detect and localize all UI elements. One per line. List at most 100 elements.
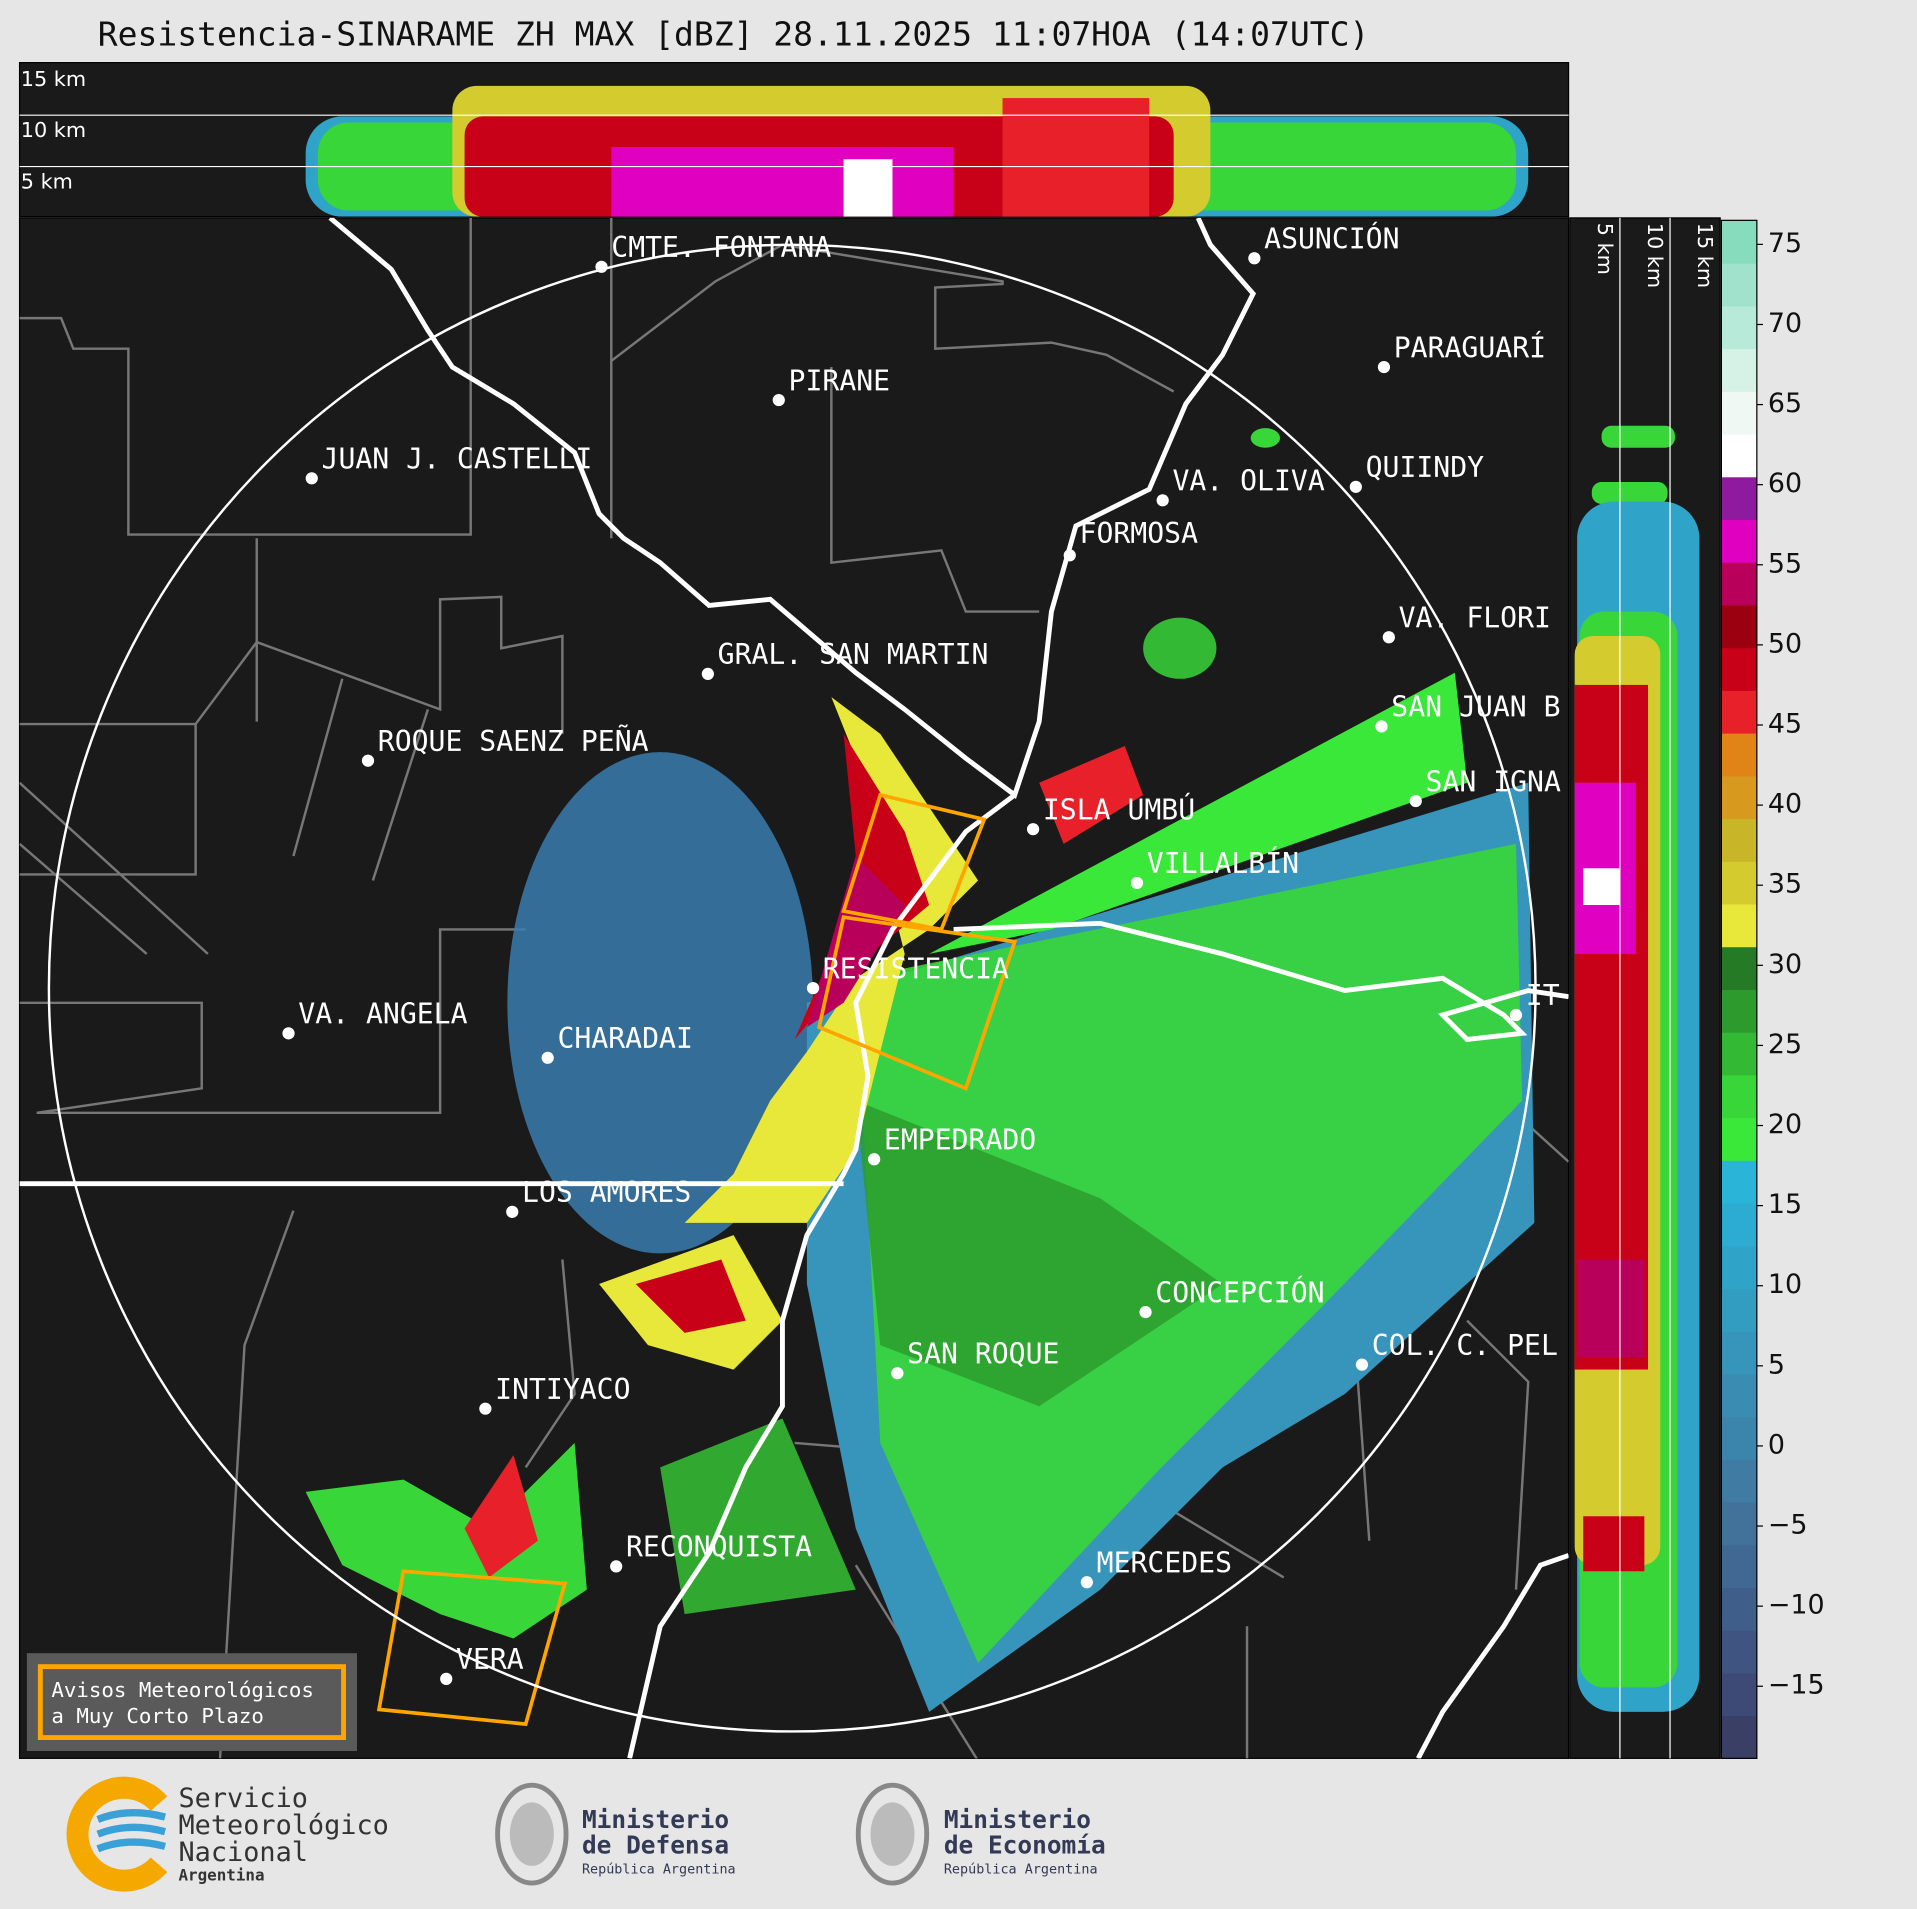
city-label: COL. C. PEL <box>1372 1329 1558 1362</box>
colorbar-tick-label: 75 <box>1768 228 1802 259</box>
right-echoes <box>1574 425 1700 1712</box>
km-label: 5 km <box>1593 223 1617 275</box>
city-label: CONCEPCIÓN <box>1155 1275 1324 1309</box>
colorbar-band <box>1721 989 1757 1033</box>
city-dot <box>595 260 608 273</box>
colorbar-band <box>1721 1459 1757 1503</box>
colorbar-tick-label: 15 <box>1768 1189 1802 1220</box>
colorbar-band <box>1721 946 1757 990</box>
city-label: SAN IGNA <box>1426 765 1561 798</box>
city-label: ASUNCIÓN <box>1264 221 1399 255</box>
city-dot <box>1382 631 1395 644</box>
city-label: MERCEDES <box>1097 1547 1232 1580</box>
city-label: VILLALBÍN <box>1147 846 1299 880</box>
colorbar-band <box>1721 1416 1757 1460</box>
city-dot <box>1130 876 1144 890</box>
city-label: FORMOSA <box>1080 517 1199 550</box>
colorbar-band <box>1721 1544 1757 1589</box>
city-dot <box>806 982 820 995</box>
colorbar-frame <box>1720 219 1758 1759</box>
city-label: QUIINDY <box>1366 451 1485 484</box>
defensa-logo: Ministerio de Defensa República Argentin… <box>495 1782 736 1886</box>
city-label: GRAL. SAN MARTIN <box>718 638 989 671</box>
city-dot <box>1248 252 1261 265</box>
city-label: PARAGUARÍ <box>1394 330 1546 364</box>
logo-text: Ministerio <box>582 1805 729 1834</box>
city-dot <box>1026 823 1040 836</box>
city-dot <box>1080 1576 1093 1589</box>
city-label: RECONQUISTA <box>626 1531 812 1564</box>
colorbar-band <box>1721 1502 1757 1546</box>
colorbar-tick-label: 0 <box>1768 1429 1785 1460</box>
colorbar-tick-label: 55 <box>1768 548 1802 579</box>
km-label: 15 km <box>21 67 86 91</box>
km-label: 5 km <box>21 170 73 194</box>
smn-logo: Servicio Meteorológico Nacional Argentin… <box>66 1776 389 1892</box>
city-dot <box>1139 1305 1152 1319</box>
city-dot <box>1377 360 1391 374</box>
colorbar-tick-label: 20 <box>1768 1109 1802 1140</box>
colorbar-band <box>1721 1587 1757 1631</box>
city-dot <box>1375 720 1388 733</box>
colorbar-band <box>1721 903 1757 948</box>
city-dot <box>610 1560 623 1573</box>
city-dot <box>1063 549 1076 562</box>
colorbar-band <box>1721 519 1757 563</box>
colorbar-tick-label: 65 <box>1768 388 1802 419</box>
colorbar-band <box>1721 1117 1757 1161</box>
warning-text: Avisos Meteorológicos <box>51 1678 314 1702</box>
colorbar-band <box>1721 1032 1757 1076</box>
colorbar-band <box>1721 775 1757 820</box>
km-label: 10 km <box>1643 223 1667 288</box>
city-label: CHARADAI <box>557 1022 692 1055</box>
warning-frame <box>37 1664 346 1741</box>
logo-text: República Argentina <box>944 1861 1098 1877</box>
colorbar-band <box>1721 1331 1757 1375</box>
city-label: SAN JUAN B <box>1391 691 1560 724</box>
city-label: VA. OLIVA <box>1172 465 1324 498</box>
city-label: IT <box>1526 979 1560 1012</box>
city-label: VA. ANGELA <box>298 998 467 1031</box>
city-dot <box>868 1153 881 1166</box>
city-dot <box>506 1205 519 1218</box>
city-dot <box>305 472 318 485</box>
colorbar-band <box>1721 861 1757 905</box>
colorbar-band <box>1721 562 1757 606</box>
colorbar-band <box>1721 391 1757 435</box>
colorbar-tick-label: −5 <box>1768 1510 1808 1541</box>
map-content: CMTE. FONTANA PIRANE JUAN J. CASTELLI ASUNC… <box>19 217 1569 1759</box>
colorbar-band <box>1721 476 1757 521</box>
km-label: 10 km <box>21 118 86 142</box>
km-label: 15 km <box>1693 223 1717 288</box>
colorbar-band <box>1721 733 1757 777</box>
colorbar-tick-label: 25 <box>1768 1029 1802 1060</box>
colorbar-tick-label: 40 <box>1768 789 1802 820</box>
logo-text: de Defensa <box>582 1831 729 1860</box>
colorbar-tick-label: −15 <box>1768 1670 1825 1701</box>
colorbar-band <box>1721 1202 1757 1247</box>
colorbar-band <box>1721 348 1757 392</box>
city-label: SAN ROQUE <box>907 1337 1059 1370</box>
title: Resistencia-SINARAME ZH MAX [dBZ] 28.11.… <box>98 15 1370 54</box>
warning-text: a Muy Corto Plazo <box>51 1704 264 1728</box>
colorbar-band <box>1721 433 1757 478</box>
logo-text: Ministerio <box>944 1805 1091 1834</box>
colorbar-band <box>1721 1074 1757 1119</box>
colorbar-band <box>1721 647 1757 691</box>
city-label: PIRANE <box>789 364 891 397</box>
city-dot <box>282 1027 295 1040</box>
colorbar-tick-label: 60 <box>1768 468 1802 499</box>
colorbar-tick-label: 35 <box>1768 869 1802 900</box>
colorbar-tick-label: 30 <box>1768 949 1802 980</box>
colorbar-band <box>1721 1373 1757 1418</box>
colorbar-band <box>1721 1672 1757 1717</box>
logo-text: de Economía <box>944 1831 1106 1860</box>
logo-text: Servicio <box>178 1783 307 1814</box>
city-dot <box>1349 480 1362 493</box>
city-label: CMTE. FONTANA <box>611 231 831 264</box>
colorbar-band <box>1721 1288 1757 1332</box>
colorbar-band <box>1721 1160 1757 1204</box>
